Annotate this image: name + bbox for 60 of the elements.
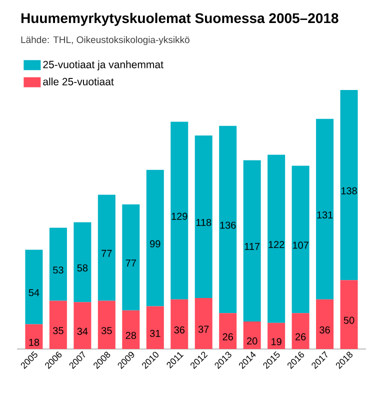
bar [243,321,261,349]
data-label: 36 [320,326,330,334]
legend-label: alle 25-vuotiaat [43,78,114,86]
bar [316,118,334,300]
bar [194,298,212,349]
data-label: 77 [102,250,112,257]
bar [292,166,310,314]
bar [316,299,334,349]
bar [146,170,164,306]
data-label: 37 [198,326,209,333]
bar [219,126,237,314]
data-label: 58 [77,264,88,272]
data-label: 138 [341,187,357,194]
data-label: 50 [344,316,354,324]
legend-label: 25-vuotiaat ja vanhemmat [43,60,164,70]
bar [122,310,140,349]
data-label: 136 [220,222,236,229]
data-label: 35 [101,327,112,334]
bar [340,280,358,349]
chart-subtitle: Lähde: THL, Oikeustoksikologia-yksikkö [21,36,190,45]
bar [146,306,164,349]
bar [292,313,310,349]
data-label: 77 [126,260,136,266]
bar [170,122,188,300]
bar [98,300,116,349]
bar [268,322,286,349]
data-label: 28 [126,332,136,339]
chart-title: Huumemyrkytyskuolemat Suomessa 2005–2018 [21,12,338,26]
data-label: 19 [272,338,282,346]
data-label: 26 [222,333,233,340]
data-label: 31 [150,330,160,337]
data-label: 118 [196,218,212,226]
data-label: 122 [268,240,284,248]
bar [122,204,140,310]
data-label: 34 [77,328,88,335]
bar [219,313,237,349]
bar [49,228,67,301]
bar [49,300,67,349]
data-label: 131 [317,211,333,218]
data-label: 18 [29,338,40,346]
bar [74,222,92,302]
data-label: 117 [244,243,260,250]
data-label: 99 [150,240,160,248]
data-label: 54 [28,289,40,296]
bar [243,160,261,322]
data-label: 35 [53,327,64,334]
bar [25,250,43,324]
bar [194,135,212,298]
data-label: 26 [295,333,306,340]
data-label: 36 [174,326,185,334]
bar [74,302,92,349]
bar [25,324,43,349]
data-label: 20 [247,337,258,344]
bar [268,154,286,323]
bar [98,194,116,301]
bar [170,299,188,349]
data-label: 53 [53,266,64,274]
data-label: 107 [292,242,308,249]
data-label: 129 [172,212,188,220]
bar [340,90,358,280]
